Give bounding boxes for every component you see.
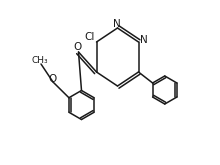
Text: O: O [48, 74, 56, 84]
Text: O: O [73, 42, 82, 52]
Text: N: N [113, 19, 121, 29]
Text: Cl: Cl [84, 32, 94, 42]
Text: N: N [139, 35, 147, 45]
Text: CH₃: CH₃ [32, 56, 48, 65]
